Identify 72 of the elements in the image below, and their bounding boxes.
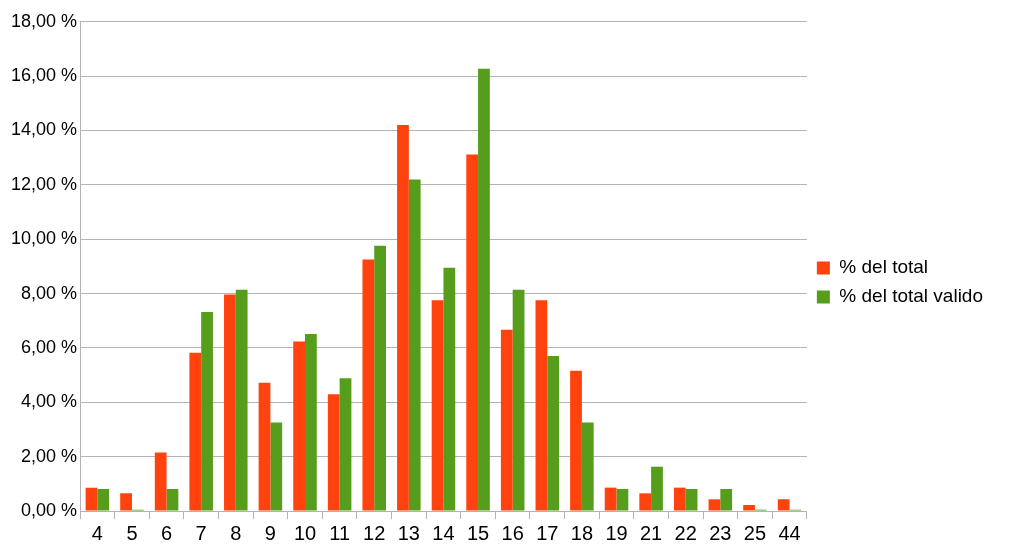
bar	[512, 289, 525, 511]
x-tick-label: 23	[709, 521, 732, 544]
x-tick-label: 12	[363, 521, 386, 544]
x-tick-label: 4	[91, 521, 103, 544]
bar	[120, 493, 132, 511]
x-tick-label: 15	[466, 521, 490, 544]
bar	[293, 341, 306, 511]
y-tick-label: 0,00 %	[21, 499, 78, 520]
x-tick-label: 19	[605, 521, 628, 544]
bar	[431, 300, 444, 511]
x-tick-label: 8	[230, 521, 242, 544]
y-tick-label: 18,00 %	[10, 10, 78, 31]
bar	[408, 179, 421, 511]
bar	[235, 289, 248, 511]
y-tick-label: 2,00 %	[21, 445, 78, 466]
bar	[154, 452, 167, 511]
x-tick-label: 6	[161, 521, 173, 544]
x-tick-label: 16	[501, 521, 524, 544]
x-tick-label: 13	[397, 521, 420, 544]
x-tick-label: 22	[674, 521, 697, 544]
bar	[397, 125, 409, 511]
bar	[85, 487, 98, 511]
bar	[374, 245, 386, 511]
bar	[339, 378, 352, 511]
bar	[362, 259, 375, 511]
bar	[581, 422, 594, 511]
y-tick-label: 16,00 %	[10, 65, 78, 86]
bar	[743, 505, 755, 511]
bar	[777, 499, 790, 511]
y-tick-label: 10,00 %	[10, 228, 78, 249]
x-tick-label: 9	[264, 521, 276, 544]
bar	[166, 488, 179, 511]
x-tick-label: 18	[570, 521, 594, 544]
bar	[201, 312, 213, 511]
x-tick-label: 7	[195, 521, 207, 544]
bar	[604, 487, 617, 511]
bar	[97, 488, 110, 511]
bar	[270, 422, 283, 511]
bar	[570, 370, 582, 511]
bar	[258, 382, 271, 511]
bar	[651, 466, 663, 511]
x-tick-label: 11	[329, 521, 351, 544]
x-tick-label: 5	[126, 521, 138, 544]
bar	[720, 488, 733, 511]
x-tick-label: 17	[536, 521, 559, 544]
y-tick-label: 4,00 %	[21, 391, 78, 412]
x-tick-label: 25	[743, 521, 767, 544]
x-tick-label: 10	[293, 521, 317, 544]
bar	[478, 68, 490, 511]
bar	[535, 300, 548, 511]
y-tick-label: 12,00 %	[10, 173, 78, 194]
bar	[708, 499, 721, 511]
y-tick-label: 6,00 %	[21, 336, 78, 357]
bar	[673, 487, 686, 511]
bar	[189, 352, 202, 511]
bar	[639, 493, 652, 511]
x-tick-label: 14	[432, 521, 455, 544]
bar	[224, 294, 236, 511]
y-tick-label: 8,00 %	[21, 282, 78, 303]
bar	[547, 356, 560, 511]
x-tick-label: 21	[639, 521, 663, 544]
y-tick-label: 14,00 %	[10, 119, 78, 140]
bar	[500, 329, 513, 511]
bar	[443, 267, 456, 511]
bar	[466, 154, 479, 511]
x-tick-label: 44	[778, 521, 801, 544]
legend-label: % del total	[839, 256, 929, 278]
bar	[305, 334, 317, 511]
bar	[616, 488, 629, 511]
bar	[685, 488, 698, 511]
bar	[327, 394, 340, 511]
legend-label: % del total valido	[839, 285, 984, 307]
